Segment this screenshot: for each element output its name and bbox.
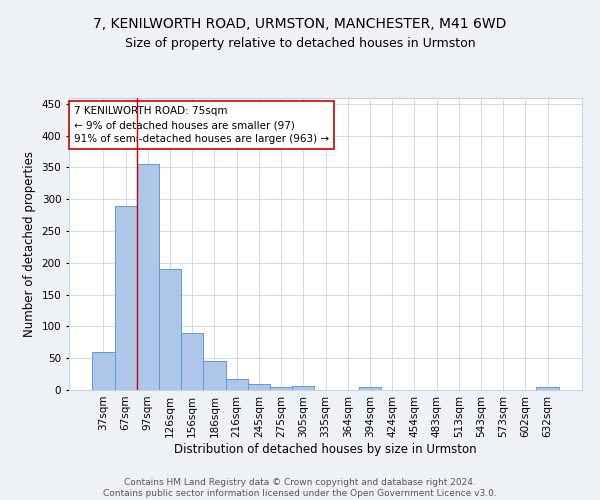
- Y-axis label: Number of detached properties: Number of detached properties: [23, 151, 36, 337]
- Bar: [248, 384, 270, 390]
- Text: 7, KENILWORTH ROAD, URMSTON, MANCHESTER, M41 6WD: 7, KENILWORTH ROAD, URMSTON, MANCHESTER,…: [94, 18, 506, 32]
- Text: Contains HM Land Registry data © Crown copyright and database right 2024.
Contai: Contains HM Land Registry data © Crown c…: [103, 478, 497, 498]
- Bar: [92, 352, 115, 390]
- Bar: [115, 206, 137, 390]
- Bar: [203, 361, 226, 390]
- Bar: [536, 388, 559, 390]
- Bar: [292, 386, 314, 390]
- Bar: [137, 164, 159, 390]
- Bar: [159, 268, 181, 390]
- Text: Size of property relative to detached houses in Urmston: Size of property relative to detached ho…: [125, 38, 475, 51]
- Bar: [226, 378, 248, 390]
- Bar: [359, 388, 381, 390]
- Text: 7 KENILWORTH ROAD: 75sqm
← 9% of detached houses are smaller (97)
91% of semi-de: 7 KENILWORTH ROAD: 75sqm ← 9% of detache…: [74, 106, 329, 144]
- Bar: [270, 387, 292, 390]
- Bar: [181, 333, 203, 390]
- X-axis label: Distribution of detached houses by size in Urmston: Distribution of detached houses by size …: [174, 442, 477, 456]
